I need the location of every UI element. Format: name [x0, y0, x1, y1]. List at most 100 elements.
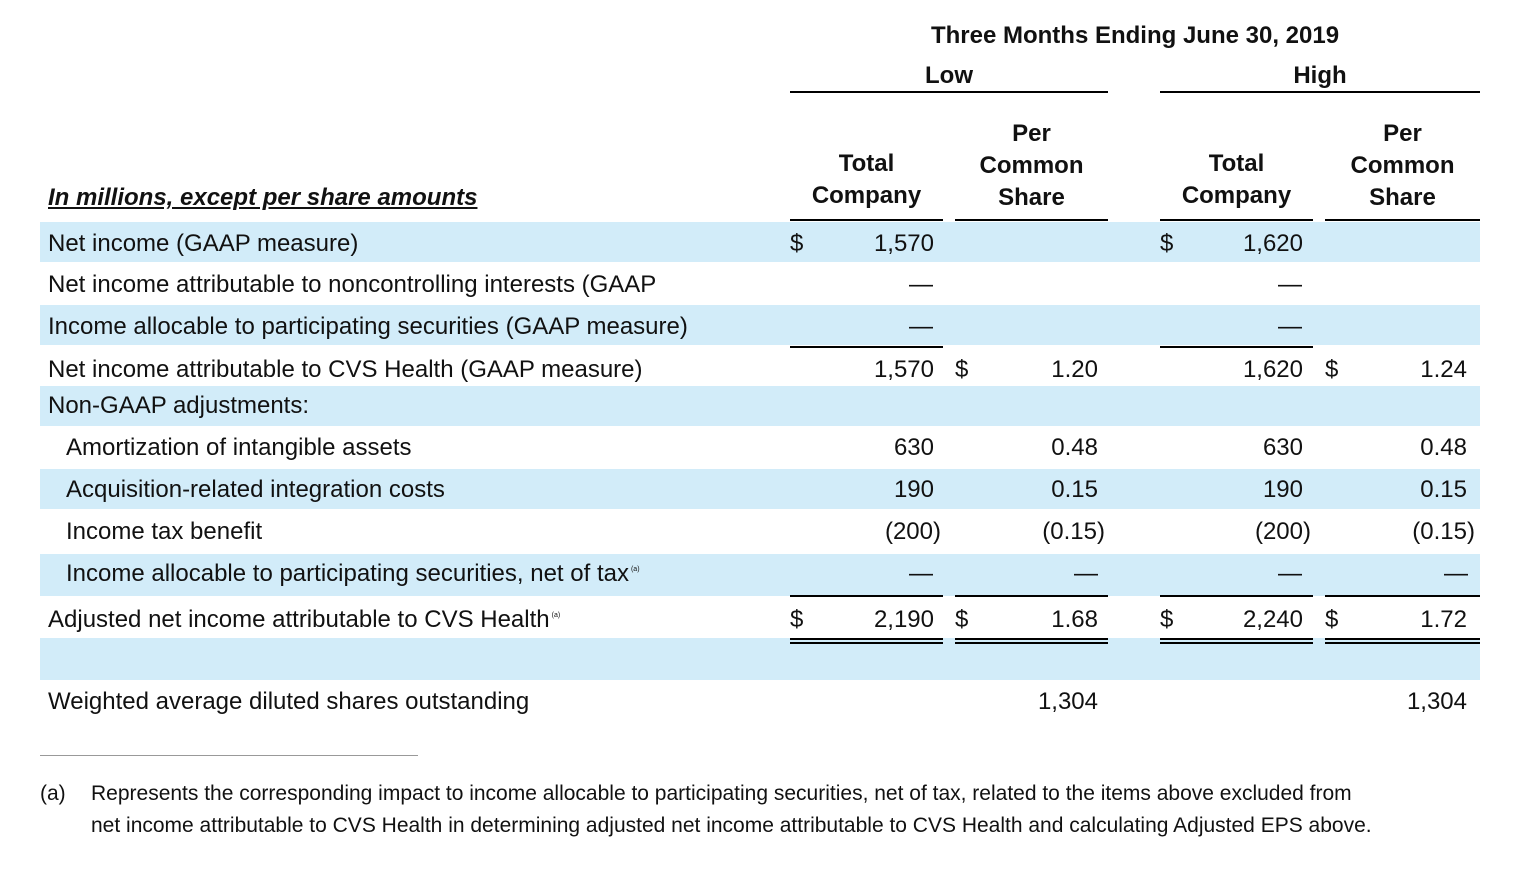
band-row-3	[40, 305, 1480, 345]
low-total-value: —	[909, 313, 933, 340]
table-row: Adjusted net income attributable to CVS …	[0, 602, 1518, 642]
high-total-currency: $	[1160, 230, 1174, 257]
high-per-value: 1.24	[1420, 356, 1467, 383]
row-label: Weighted average diluted shares outstand…	[48, 688, 530, 715]
high-per-header-1: Per	[1383, 120, 1422, 147]
high-total-value: 190	[1262, 476, 1303, 503]
low-heading: Low	[925, 62, 973, 89]
high-per-value: 0.48	[1420, 434, 1467, 461]
low-per-currency: $	[955, 606, 969, 633]
low-total-value: 2,190	[873, 606, 934, 633]
high-total-value: —	[1278, 313, 1302, 340]
table-row: Income allocable to participating securi…	[0, 309, 1518, 349]
subtotal-rule-low	[790, 346, 943, 348]
footnote-marker: (a)	[40, 782, 66, 805]
high-total-value: (200)	[1254, 518, 1311, 545]
high-total-currency: $	[1160, 606, 1174, 633]
total-rule-low-total	[790, 595, 943, 597]
table-row: Income tax benefit (200) (0.15) (200) (0…	[0, 514, 1518, 554]
high-per-currency: $	[1325, 606, 1339, 633]
col-rule-high-total	[1160, 219, 1313, 221]
col-rule-low-per	[955, 219, 1108, 221]
low-per-currency: $	[955, 356, 969, 383]
double-rule-high-total-b	[1160, 642, 1313, 644]
double-rule-high-per-a	[1325, 638, 1480, 640]
table-row: Net income (GAAP measure) $ 1,570 $ 1,62…	[0, 226, 1518, 266]
col-rule-low-total	[790, 219, 943, 221]
low-total-value: 1,570	[873, 356, 934, 383]
band-row-9	[40, 554, 1480, 596]
double-rule-low-total-b	[790, 642, 943, 644]
double-rule-high-total-a	[1160, 638, 1313, 640]
high-heading: High	[1293, 62, 1347, 89]
low-per-header-2: Common	[979, 152, 1084, 179]
high-per-value: —	[1444, 560, 1468, 587]
high-total-value: —	[1278, 560, 1302, 587]
low-total-currency: $	[790, 606, 804, 633]
band-row-1	[40, 222, 1480, 262]
low-per-value: 1,304	[1037, 688, 1098, 715]
low-total-value: (200)	[884, 518, 941, 545]
col-rule-high-per	[1325, 219, 1480, 221]
low-per-value: 1.20	[1051, 356, 1098, 383]
row-label: Income tax benefit	[66, 518, 263, 545]
low-per-value: 1.68	[1051, 606, 1098, 633]
double-rule-low-per-b	[955, 642, 1108, 644]
low-total-value: —	[909, 560, 933, 587]
high-rule	[1160, 91, 1480, 93]
low-total-value: 630	[893, 434, 934, 461]
high-per-value: 1,304	[1406, 688, 1467, 715]
row-label: Adjusted net income attributable to CVS …	[48, 606, 560, 634]
band-row-5	[40, 386, 1480, 426]
high-total-value: —	[1278, 271, 1302, 298]
row-label: Net income (GAAP measure)	[48, 230, 359, 257]
table-row: Amortization of intangible assets 630 0.…	[0, 430, 1518, 470]
footnote-line-2: net income attributable to CVS Health in…	[91, 814, 1372, 837]
footnote-line-1: Represents the corresponding impact to i…	[91, 782, 1352, 805]
row-label: Net income attributable to noncontrollin…	[48, 271, 657, 298]
high-total-header-1: Total	[1208, 150, 1265, 177]
table-row: Income allocable to participating securi…	[0, 556, 1518, 596]
high-total-value: 2,240	[1242, 606, 1303, 633]
total-rule-high-per	[1325, 595, 1480, 597]
double-rule-high-per-b	[1325, 642, 1480, 644]
total-rule-low-per	[955, 595, 1108, 597]
double-rule-low-total-a	[790, 638, 943, 640]
low-per-header-1: Per	[1012, 120, 1051, 147]
row-label: Amortization of intangible assets	[66, 434, 412, 461]
low-per-value: (0.15)	[1042, 518, 1105, 545]
low-rule	[790, 91, 1108, 93]
row-label: Non-GAAP adjustments:	[48, 392, 310, 419]
low-total-currency: $	[790, 230, 804, 257]
high-total-value: 1,620	[1242, 230, 1303, 257]
row-label: Income allocable to participating securi…	[66, 560, 640, 588]
low-total-header-2: Company	[811, 182, 922, 209]
high-per-value: (0.15)	[1412, 518, 1475, 545]
table-row: Acquisition-related integration costs 19…	[0, 472, 1518, 512]
total-rule-high-total	[1160, 595, 1313, 597]
row-label: Acquisition-related integration costs	[66, 476, 445, 503]
table-row: Non-GAAP adjustments:	[0, 388, 1518, 428]
high-per-header-3: Share	[1369, 184, 1436, 211]
subtotal-rule-high	[1160, 346, 1313, 348]
footnote-divider	[40, 755, 418, 756]
low-total-value: 190	[893, 476, 934, 503]
units-label: In millions, except per share amounts	[48, 184, 478, 211]
period-heading: Three Months Ending June 30, 2019	[930, 22, 1340, 49]
band-row-7	[40, 469, 1480, 509]
double-rule-low-per-a	[955, 638, 1108, 640]
low-total-header-1: Total	[838, 150, 895, 177]
high-total-header-2: Company	[1181, 182, 1292, 209]
high-per-value: 0.15	[1420, 476, 1467, 503]
band-row-11	[40, 638, 1480, 680]
low-per-value: —	[1074, 560, 1098, 587]
low-per-value: 0.48	[1051, 434, 1098, 461]
low-total-value: 1,570	[873, 230, 934, 257]
table-row: Net income attributable to CVS Health (G…	[0, 352, 1518, 392]
table-row: Net income attributable to noncontrollin…	[0, 267, 1518, 307]
row-label-text: Adjusted net income attributable to CVS …	[48, 606, 550, 633]
high-per-header-2: Common	[1350, 152, 1455, 179]
row-label: Income allocable to participating securi…	[48, 313, 688, 340]
high-total-value: 630	[1262, 434, 1303, 461]
footnote-ref: (a)	[551, 612, 561, 619]
